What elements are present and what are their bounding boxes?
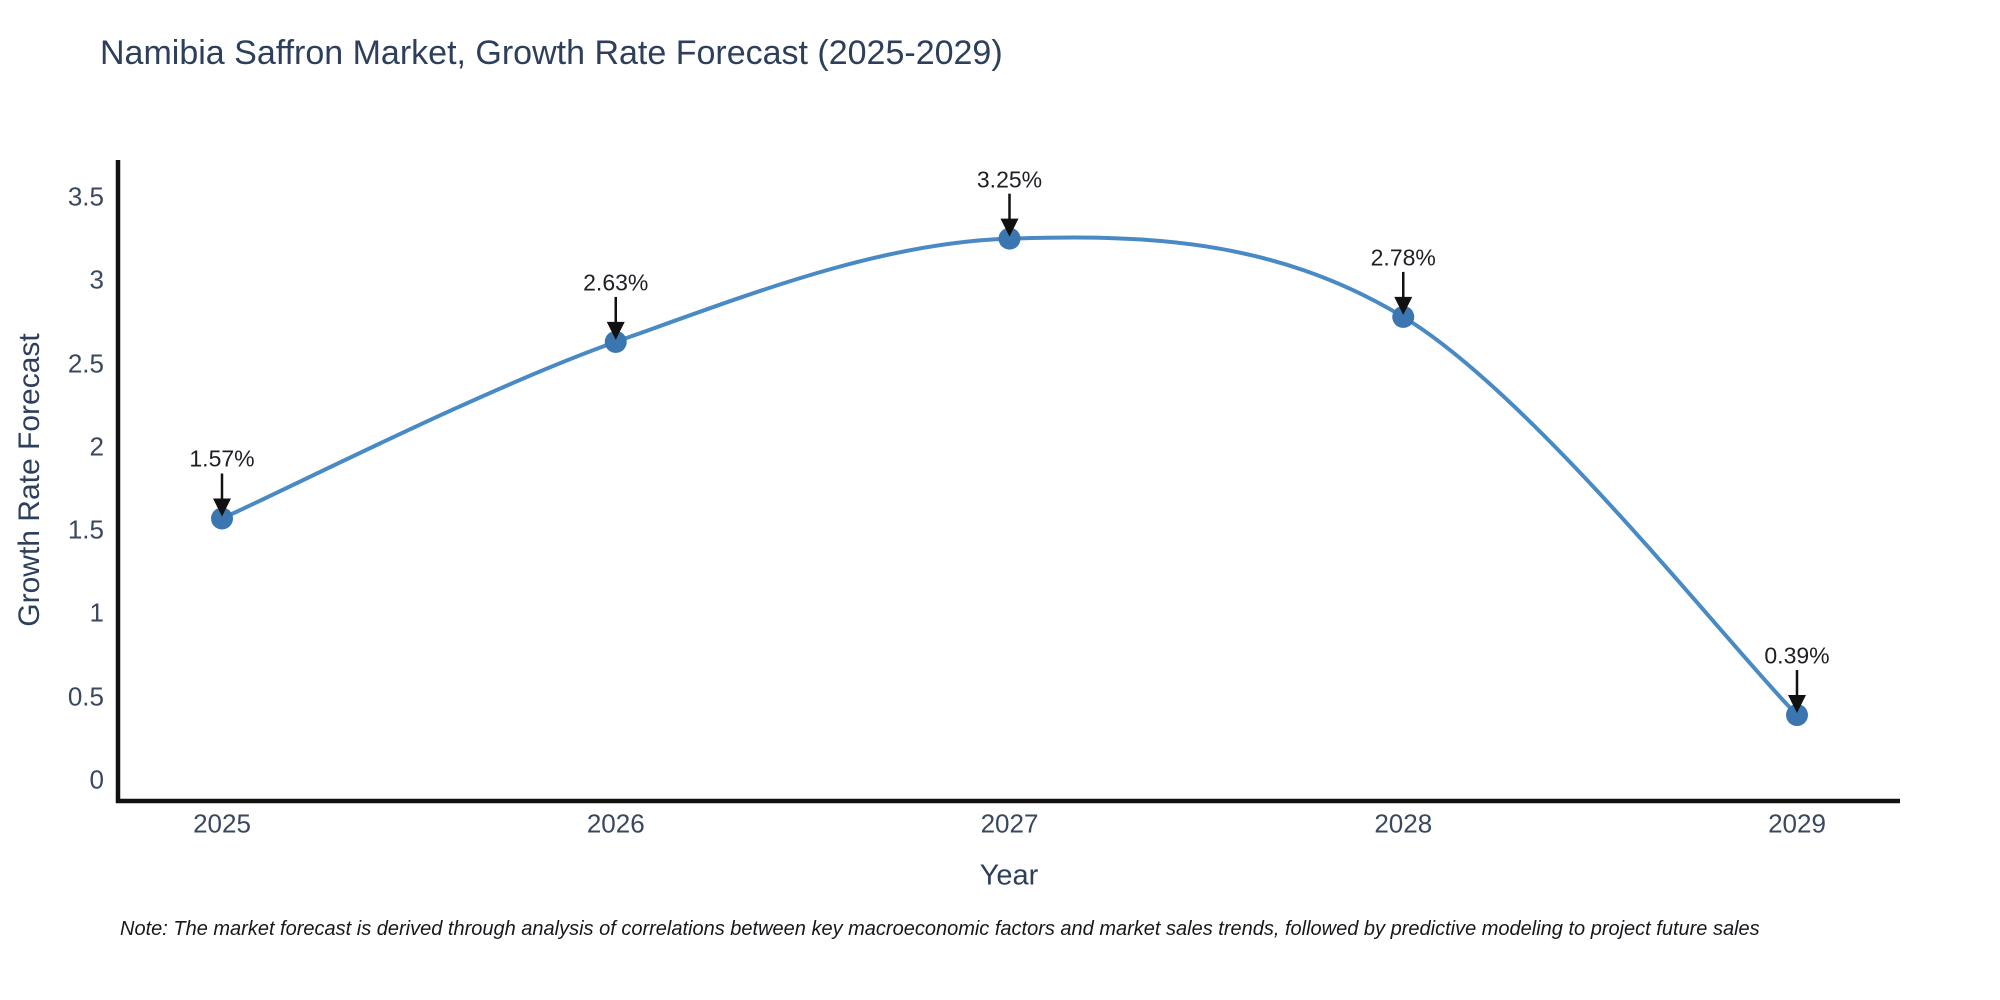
point-annotation: 2.78%	[1370, 244, 1436, 271]
trend-line	[221, 235, 1799, 717]
y-tick-label: 0.5	[67, 681, 104, 712]
y-tick-label: 0	[89, 764, 104, 795]
chart-note: Note: The market forecast is derived thr…	[120, 918, 1760, 940]
x-tick-label: 2027	[980, 808, 1039, 839]
y-tick-label: 2.5	[67, 348, 104, 379]
x-tick-label: 2026	[586, 808, 645, 839]
data-point-marker	[1392, 305, 1415, 328]
data-point-marker	[604, 330, 627, 353]
data-point-marker	[211, 507, 233, 530]
y-tick-label: 3	[89, 264, 104, 295]
data-point-marker	[998, 227, 1021, 250]
chart-title: Namibia Saffron Market, Growth Rate Fore…	[100, 34, 1003, 72]
x-tick-label: 2028	[1374, 808, 1433, 839]
y-tick-label: 1	[89, 597, 104, 628]
annotation-arrow-head	[213, 498, 231, 517]
point-annotation: 0.39%	[1764, 642, 1830, 669]
annotation-arrow-head	[606, 321, 625, 340]
data-point-marker	[1786, 704, 1808, 727]
annotation-arrow-head	[1788, 695, 1806, 714]
y-tick-label: 3.5	[67, 181, 104, 212]
annotation-arrow-head	[1394, 296, 1413, 315]
x-tick-label: 2029	[1768, 808, 1826, 839]
x-tick-label: 2025	[193, 808, 251, 839]
x-axis-title: Year	[979, 859, 1039, 892]
annotation-arrow-head	[1000, 218, 1019, 237]
y-tick-label: 2	[89, 431, 104, 462]
point-annotation: 2.63%	[583, 269, 649, 296]
point-annotation: 3.25%	[976, 166, 1043, 193]
point-annotation: 1.57%	[189, 445, 255, 472]
y-tick-label: 1.5	[67, 514, 104, 545]
